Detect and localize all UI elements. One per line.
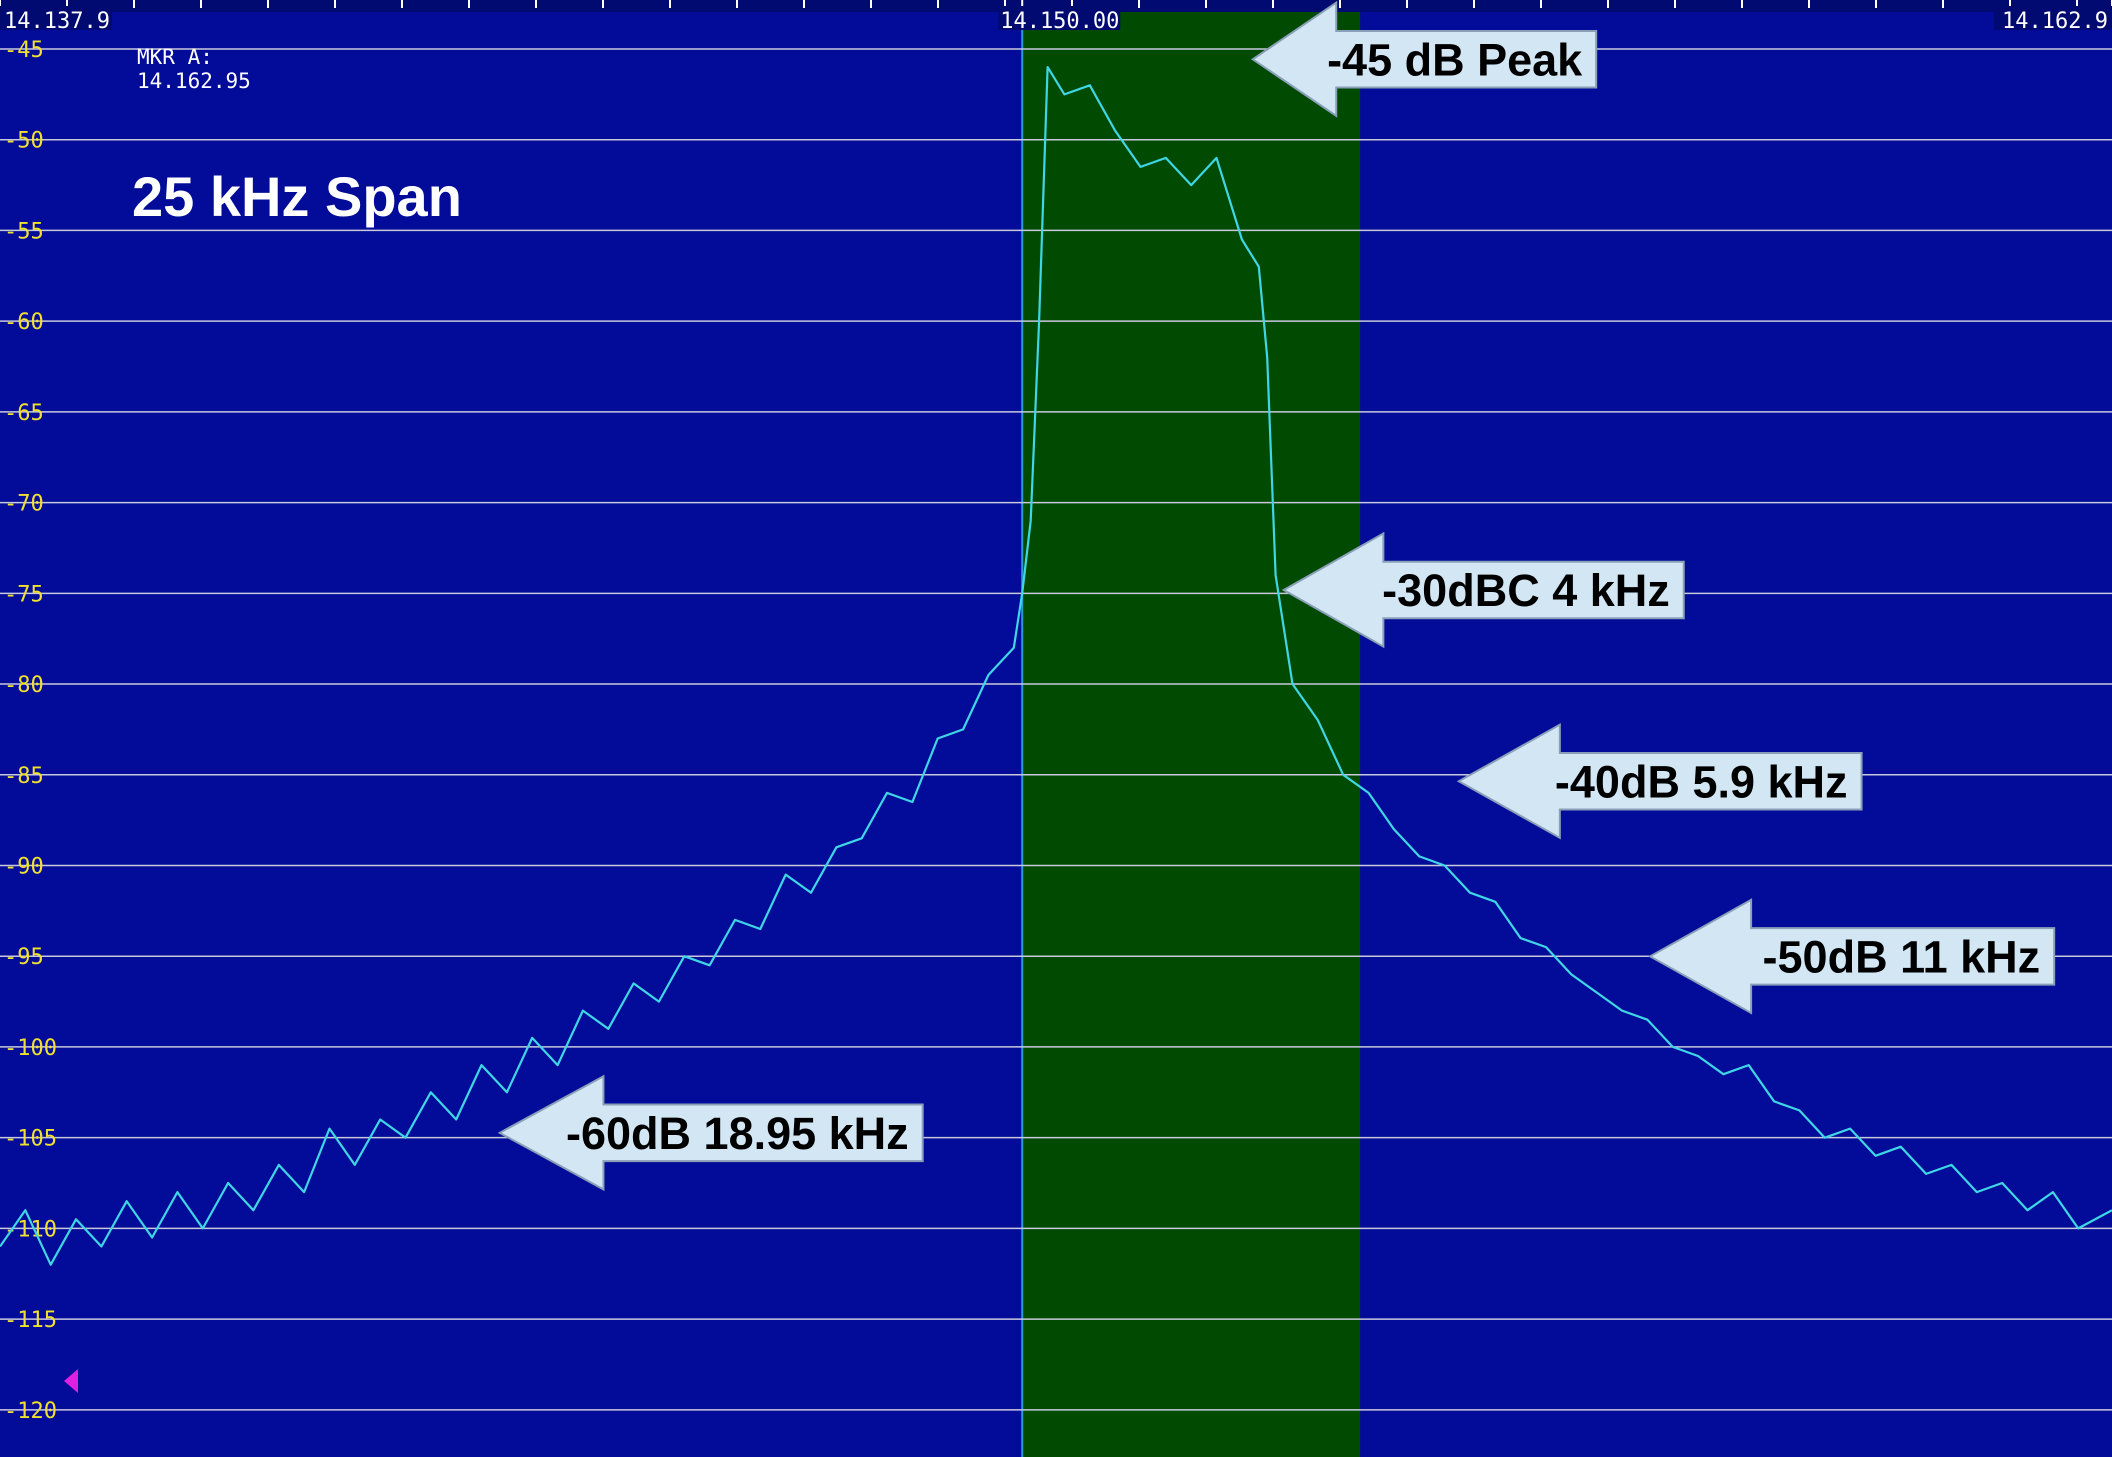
y-tick-label: -65 <box>4 401 44 426</box>
x-tick-label: 14.162.9 <box>2002 9 2108 34</box>
callout-text: -40dB 5.9 kHz <box>1555 756 1848 807</box>
y-tick-label: -80 <box>4 673 44 698</box>
y-tick-label: -55 <box>4 219 44 244</box>
x-tick-label: 14.137.9 <box>4 9 110 34</box>
callout-text: -30dBC 4 kHz <box>1382 565 1670 616</box>
callout-arrow <box>1456 722 1863 840</box>
spectrum-trace <box>0 66 2112 1266</box>
y-tick-label: -105 <box>4 1127 57 1152</box>
y-tick-label: -100 <box>4 1036 57 1061</box>
reference-marker <box>64 1369 78 1393</box>
y-tick-label: -75 <box>4 582 44 607</box>
callout-text: -50dB 11 kHz <box>1763 931 2041 982</box>
callout-text: -45 dB Peak <box>1327 34 1583 85</box>
y-tick-label: -95 <box>4 945 44 970</box>
y-tick-label: -70 <box>4 492 44 517</box>
y-tick-label: -45 <box>4 38 44 63</box>
x-tick-label-bg <box>0 6 112 30</box>
y-tick-label: -90 <box>4 854 44 879</box>
y-tick-label: -60 <box>4 310 44 335</box>
y-tick-label: -50 <box>4 129 44 154</box>
callout-arrow <box>1648 898 2056 1015</box>
y-tick-label: -115 <box>4 1308 57 1333</box>
y-tick-label: -120 <box>4 1399 57 1424</box>
callout-arrow <box>1250 0 1598 118</box>
chart-title: 25 kHz Span <box>132 165 462 228</box>
y-tick-label: -85 <box>4 764 44 789</box>
x-tick-label-bg <box>998 6 1121 30</box>
callout-arrow <box>497 1074 924 1192</box>
x-tick-label-bg <box>1994 6 2112 30</box>
marker-label: MKR A: <box>137 45 213 69</box>
passband <box>1022 0 1361 1457</box>
callout-text: -60dB 18.95 kHz <box>566 1108 909 1159</box>
x-tick-label: 14.150.00 <box>1000 9 1119 34</box>
callout-arrow <box>1281 531 1685 649</box>
marker-value: 14.162.95 <box>137 69 251 93</box>
